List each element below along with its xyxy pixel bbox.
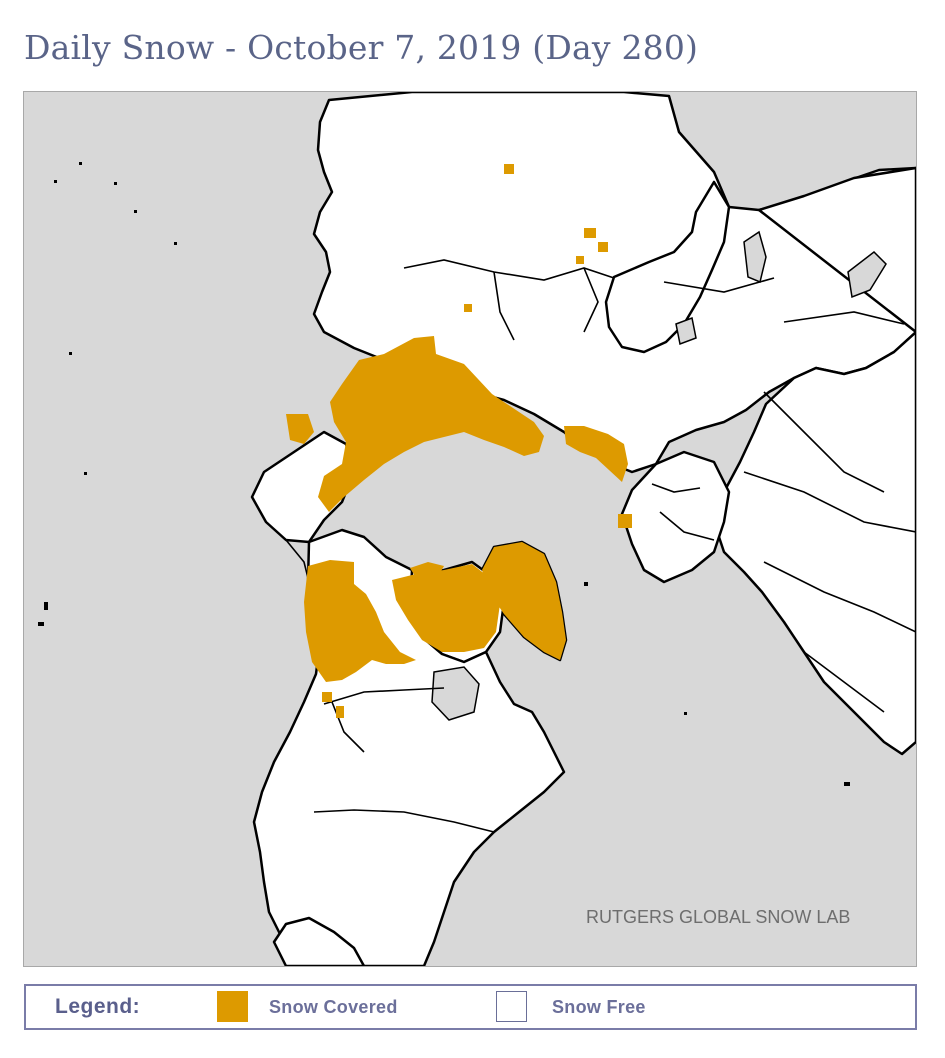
- snow-canada-west: [304, 560, 416, 682]
- snow-patch: [584, 228, 596, 238]
- snow-patch: [464, 304, 472, 312]
- snow-canada-islands: [410, 562, 444, 584]
- legend-label-snow-covered: Snow Covered: [269, 997, 398, 1017]
- black-sea: [675, 316, 697, 346]
- borders: [285, 259, 916, 833]
- legend: Legend: Snow Covered Snow Free: [24, 984, 917, 1030]
- inland-water: [431, 230, 887, 721]
- snow-canada-north: [392, 564, 500, 652]
- land-alaska: [250, 430, 356, 544]
- snow-cover: [286, 164, 632, 718]
- snow-patch: [598, 242, 608, 252]
- snow-greenland: [482, 542, 566, 660]
- snow-patch: [504, 164, 514, 174]
- legend-label-snow-free: Snow Free: [552, 997, 646, 1017]
- snow-patch: [322, 692, 332, 702]
- caspian-sea: [743, 230, 767, 284]
- aral-sea: [847, 251, 887, 299]
- snow-east-siberia: [564, 426, 628, 482]
- land-mexico: [272, 916, 366, 966]
- snow-chukotka: [286, 414, 314, 444]
- snow-patch: [576, 256, 584, 264]
- map-canvas: RUTGERS GLOBAL SNOW LAB: [24, 92, 916, 966]
- land-scandinavia: [604, 180, 731, 354]
- island-specks: [38, 162, 850, 786]
- snow-patch: [336, 706, 344, 718]
- snow-map: RUTGERS GLOBAL SNOW LAB: [23, 91, 917, 967]
- snow-patch: [618, 514, 632, 528]
- legend-swatch-snow-covered: [217, 991, 248, 1022]
- land-east-asia: [712, 166, 916, 756]
- legend-title: Legend:: [55, 995, 141, 1018]
- snow-siberia: [318, 336, 544, 512]
- hudson-bay: [431, 666, 480, 721]
- page-title: Daily Snow - October 7, 2019 (Day 280): [24, 28, 699, 67]
- map-credit: RUTGERS GLOBAL SNOW LAB: [586, 907, 850, 927]
- legend-swatch-snow-free: [496, 991, 527, 1022]
